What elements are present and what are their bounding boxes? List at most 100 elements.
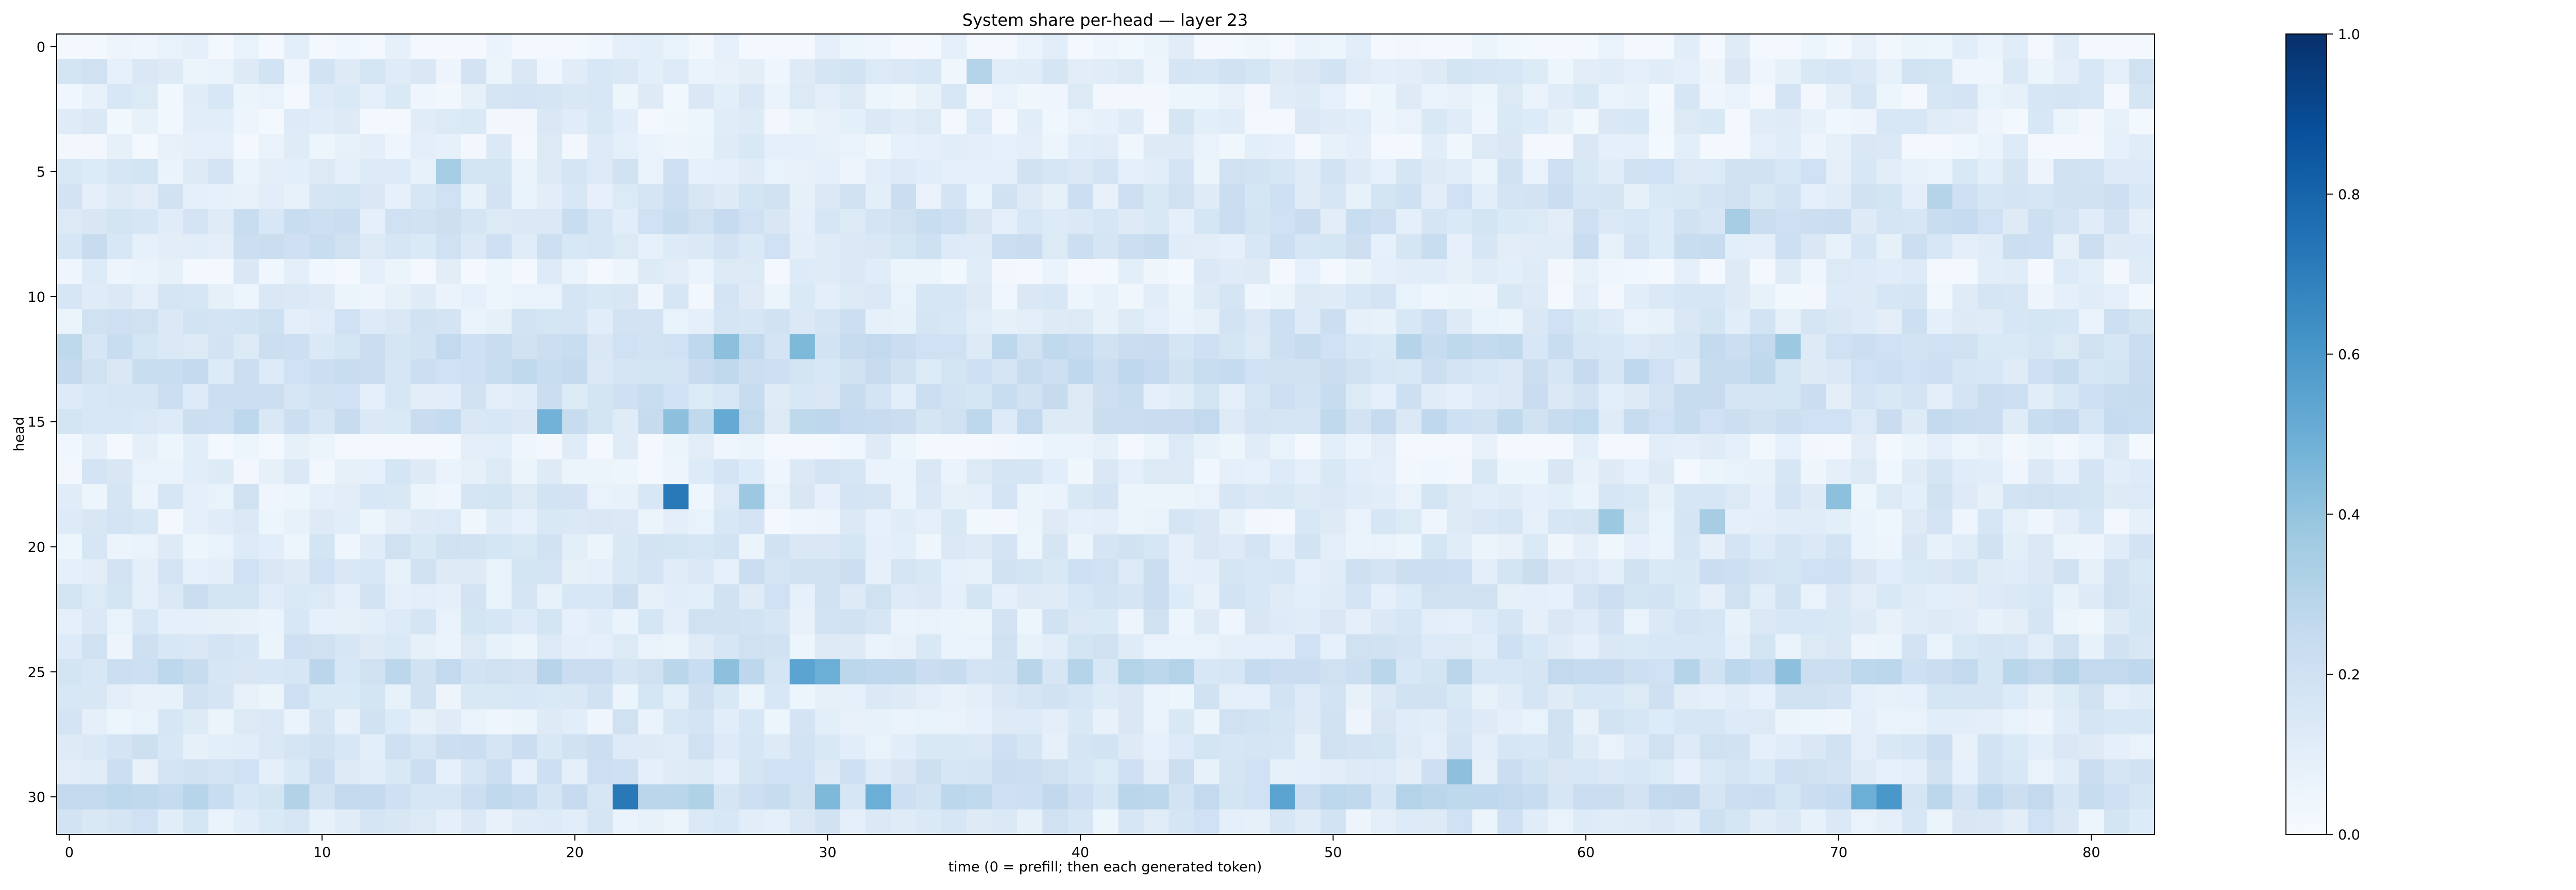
heatmap-cell <box>1244 284 1270 310</box>
heatmap-cell <box>1320 784 1346 810</box>
heatmap-cell <box>1573 84 1599 110</box>
heatmap-cell <box>1598 184 1624 210</box>
heatmap-cell <box>1143 159 1170 184</box>
heatmap-cell <box>562 734 588 760</box>
heatmap-cell <box>1826 509 1852 535</box>
heatmap-cell <box>1623 34 1650 60</box>
heatmap-cell <box>1320 234 1346 260</box>
heatmap-cell <box>158 259 183 285</box>
heatmap-cell <box>1396 309 1422 335</box>
heatmap-cell <box>158 709 183 735</box>
heatmap-cell <box>562 34 588 60</box>
heatmap-cell <box>1093 809 1119 835</box>
heatmap-cell <box>309 34 335 60</box>
heatmap-cell <box>1320 659 1346 685</box>
heatmap-cell <box>1017 259 1043 285</box>
heatmap-cell <box>1952 109 1978 134</box>
heatmap-cell <box>1497 134 1523 160</box>
heatmap-cell <box>107 234 133 260</box>
heatmap-cell <box>1724 34 1751 60</box>
heatmap-cell <box>309 484 335 510</box>
heatmap-cell <box>739 709 765 735</box>
heatmap-cell <box>1801 784 1826 810</box>
heatmap-cell <box>865 284 891 310</box>
heatmap-cell <box>1346 59 1371 84</box>
heatmap-cell <box>1674 234 1700 260</box>
heatmap-cell <box>1750 334 1776 360</box>
heatmap-cell <box>309 359 335 385</box>
heatmap-cell <box>233 134 260 160</box>
heatmap-cell <box>259 709 285 735</box>
heatmap-cell <box>1598 134 1624 160</box>
heatmap-cell <box>663 609 689 635</box>
heatmap-cell <box>1876 584 1902 610</box>
heatmap-cell <box>2003 509 2029 535</box>
heatmap-cell <box>1876 734 1902 760</box>
heatmap-cell <box>1269 559 1296 585</box>
heatmap-cell <box>1320 384 1346 410</box>
heatmap-cell <box>739 84 765 110</box>
heatmap-cell <box>1598 309 1624 335</box>
heatmap-cell <box>1421 34 1447 60</box>
heatmap-cell <box>638 759 664 785</box>
heatmap-cell <box>537 134 563 160</box>
heatmap-cell <box>537 634 563 660</box>
heatmap-cell <box>1649 309 1675 335</box>
heatmap-cell <box>1269 709 1296 735</box>
heatmap-cell <box>1927 434 1953 460</box>
heatmap-cell <box>638 334 664 360</box>
heatmap-cell <box>158 534 183 560</box>
heatmap-cell <box>158 459 183 485</box>
heatmap-cell <box>82 659 108 685</box>
heatmap-cell <box>739 609 765 635</box>
heatmap-cell <box>1548 109 1574 134</box>
heatmap-cell <box>183 234 209 260</box>
heatmap-cell <box>1017 634 1043 660</box>
heatmap-cell <box>1421 684 1447 710</box>
heatmap-cell <box>1042 134 1069 160</box>
heatmap-cell <box>587 809 613 835</box>
heatmap-cell <box>562 309 588 335</box>
heatmap-cell <box>1472 434 1498 460</box>
heatmap-cell <box>1320 459 1346 485</box>
heatmap-cell <box>512 759 537 785</box>
heatmap-cell <box>1674 509 1700 535</box>
heatmap-cell <box>1396 384 1422 410</box>
heatmap-cell <box>1421 359 1447 385</box>
heatmap-cell <box>840 259 866 285</box>
heatmap-cell <box>284 709 310 735</box>
heatmap-cell <box>57 184 82 210</box>
heatmap-cell <box>562 584 588 610</box>
heatmap-cell <box>537 584 563 610</box>
heatmap-cell <box>613 134 638 160</box>
heatmap-cell <box>1649 709 1675 735</box>
heatmap-cell <box>2078 259 2105 285</box>
heatmap-cell <box>1447 784 1472 810</box>
heatmap-cell <box>1826 809 1852 835</box>
heatmap-cell <box>158 759 183 785</box>
heatmap-cell <box>1674 609 1700 635</box>
heatmap-cell <box>2028 409 2054 435</box>
heatmap-cell <box>1649 259 1675 285</box>
heatmap-cell <box>1118 284 1144 310</box>
heatmap-cell <box>1750 409 1776 435</box>
heatmap-cell <box>1371 334 1397 360</box>
heatmap-cell <box>1093 459 1119 485</box>
heatmap-cell <box>916 59 942 84</box>
heatmap-cell <box>2003 384 2029 410</box>
heatmap-cell <box>714 34 740 60</box>
heatmap-cell <box>410 759 436 785</box>
heatmap-cell <box>259 284 285 310</box>
heatmap-cell <box>1118 309 1144 335</box>
heatmap-cell <box>1194 259 1220 285</box>
heatmap-cell <box>461 184 487 210</box>
heatmap-cell <box>410 234 436 260</box>
heatmap-cell <box>1244 784 1270 810</box>
heatmap-cell <box>1775 209 1801 235</box>
heatmap-cell <box>1017 59 1043 84</box>
heatmap-cell <box>1295 734 1321 760</box>
heatmap-cell <box>1750 59 1776 84</box>
heatmap-cell <box>1699 784 1725 810</box>
heatmap-cell <box>1168 334 1195 360</box>
heatmap-cell <box>714 609 740 635</box>
